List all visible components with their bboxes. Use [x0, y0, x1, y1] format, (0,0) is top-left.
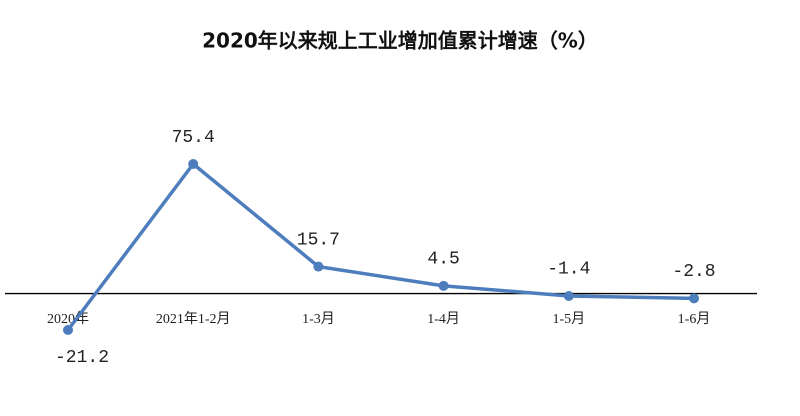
data-label: -21.2 [55, 348, 109, 368]
x-tick-label: 2021年1-2月 [156, 311, 231, 327]
data-label: 15.7 [297, 230, 340, 250]
point [188, 159, 199, 169]
point [689, 293, 699, 304]
point [563, 290, 574, 301]
point [313, 261, 324, 272]
point [438, 280, 449, 291]
x-tick-label: 1-3月 [302, 311, 335, 327]
data-label: 75.4 [172, 128, 215, 148]
x-tick-label: 1-5月 [552, 311, 585, 327]
chart-title: 2020年以来规上工业增加值累计增速（%） [202, 29, 598, 53]
data-label: -1.4 [547, 260, 590, 280]
line [66, 162, 695, 332]
x-tick-label: 2020年 [47, 311, 89, 327]
x-tick-label: 1-4月 [427, 311, 460, 327]
x-tick-label: 1-6月 [678, 311, 711, 327]
point [63, 325, 73, 335]
data-label: 4.5 [427, 250, 459, 270]
data-label: -2.8 [672, 262, 715, 282]
